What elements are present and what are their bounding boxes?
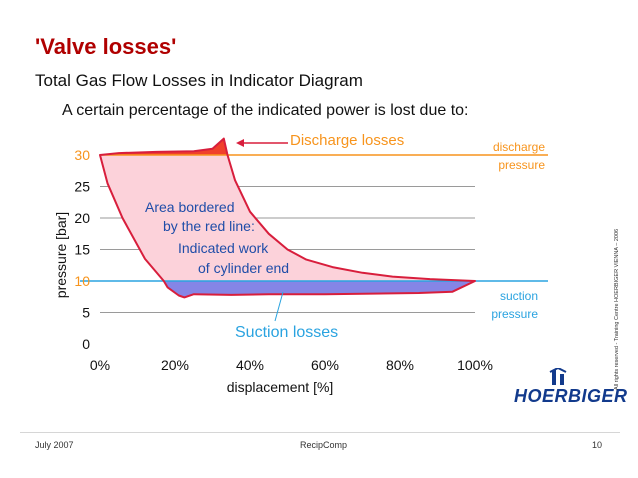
suction-pressure-label: suction <box>500 289 538 303</box>
area-annotation-line: of cylinder end <box>198 260 289 276</box>
y-tick-label: 10 <box>74 273 90 289</box>
y-axis-label: pressure [bar] <box>53 212 69 298</box>
y-tick-label: 0 <box>82 336 90 352</box>
discharge-losses-arrowhead <box>236 139 244 147</box>
footer-divider <box>20 432 620 433</box>
hoerbiger-logo-icon <box>549 368 567 385</box>
y-tick-label: 25 <box>74 179 90 195</box>
y-tick-label: 5 <box>82 305 90 321</box>
suction-losses-area <box>163 281 475 298</box>
area-annotation-line: Indicated work <box>178 240 269 256</box>
footer-center: RecipComp <box>300 440 348 450</box>
discharge-losses-label: Discharge losses <box>290 132 404 149</box>
discharge-pressure-label: pressure <box>498 158 545 172</box>
x-axis-label: displacement [%] <box>227 379 334 395</box>
y-tick-label: 15 <box>74 242 90 258</box>
footer-date: July 2007 <box>35 440 74 450</box>
footer-page-number: 10 <box>592 440 603 450</box>
y-tick-label: 20 <box>74 210 90 226</box>
suction-losses-label: Suction losses <box>235 324 338 341</box>
suction-losses-pointer <box>274 291 284 322</box>
copyright-notice: All rights reserved - Training Centre HO… <box>614 228 620 390</box>
discharge-pressure-label: discharge <box>493 140 545 154</box>
x-tick-label: 20% <box>161 357 189 373</box>
x-tick-label: 40% <box>236 357 264 373</box>
area-annotation-line: by the red line: <box>163 218 255 234</box>
x-tick-label: 100% <box>457 357 493 373</box>
y-tick-label: 30 <box>74 147 90 163</box>
indicated-work-area <box>100 138 475 298</box>
x-tick-label: 80% <box>386 357 414 373</box>
suction-pressure-label: pressure <box>491 307 538 321</box>
discharge-losses-area <box>100 138 228 155</box>
x-tick-label: 60% <box>311 357 339 373</box>
slide-subtitle: Total Gas Flow Losses in Indicator Diagr… <box>35 71 363 90</box>
x-tick-label: 0% <box>90 357 110 373</box>
hoerbiger-logo: HOERBIGER <box>514 368 627 410</box>
indicator-cycle-line <box>99 137 476 299</box>
slide-intro: A certain percentage of the indicated po… <box>62 102 469 119</box>
slide-title: 'Valve losses' <box>35 34 177 59</box>
area-annotation-line: Area bordered <box>145 199 235 215</box>
hoerbiger-logo-text: HOERBIGER <box>514 386 628 406</box>
